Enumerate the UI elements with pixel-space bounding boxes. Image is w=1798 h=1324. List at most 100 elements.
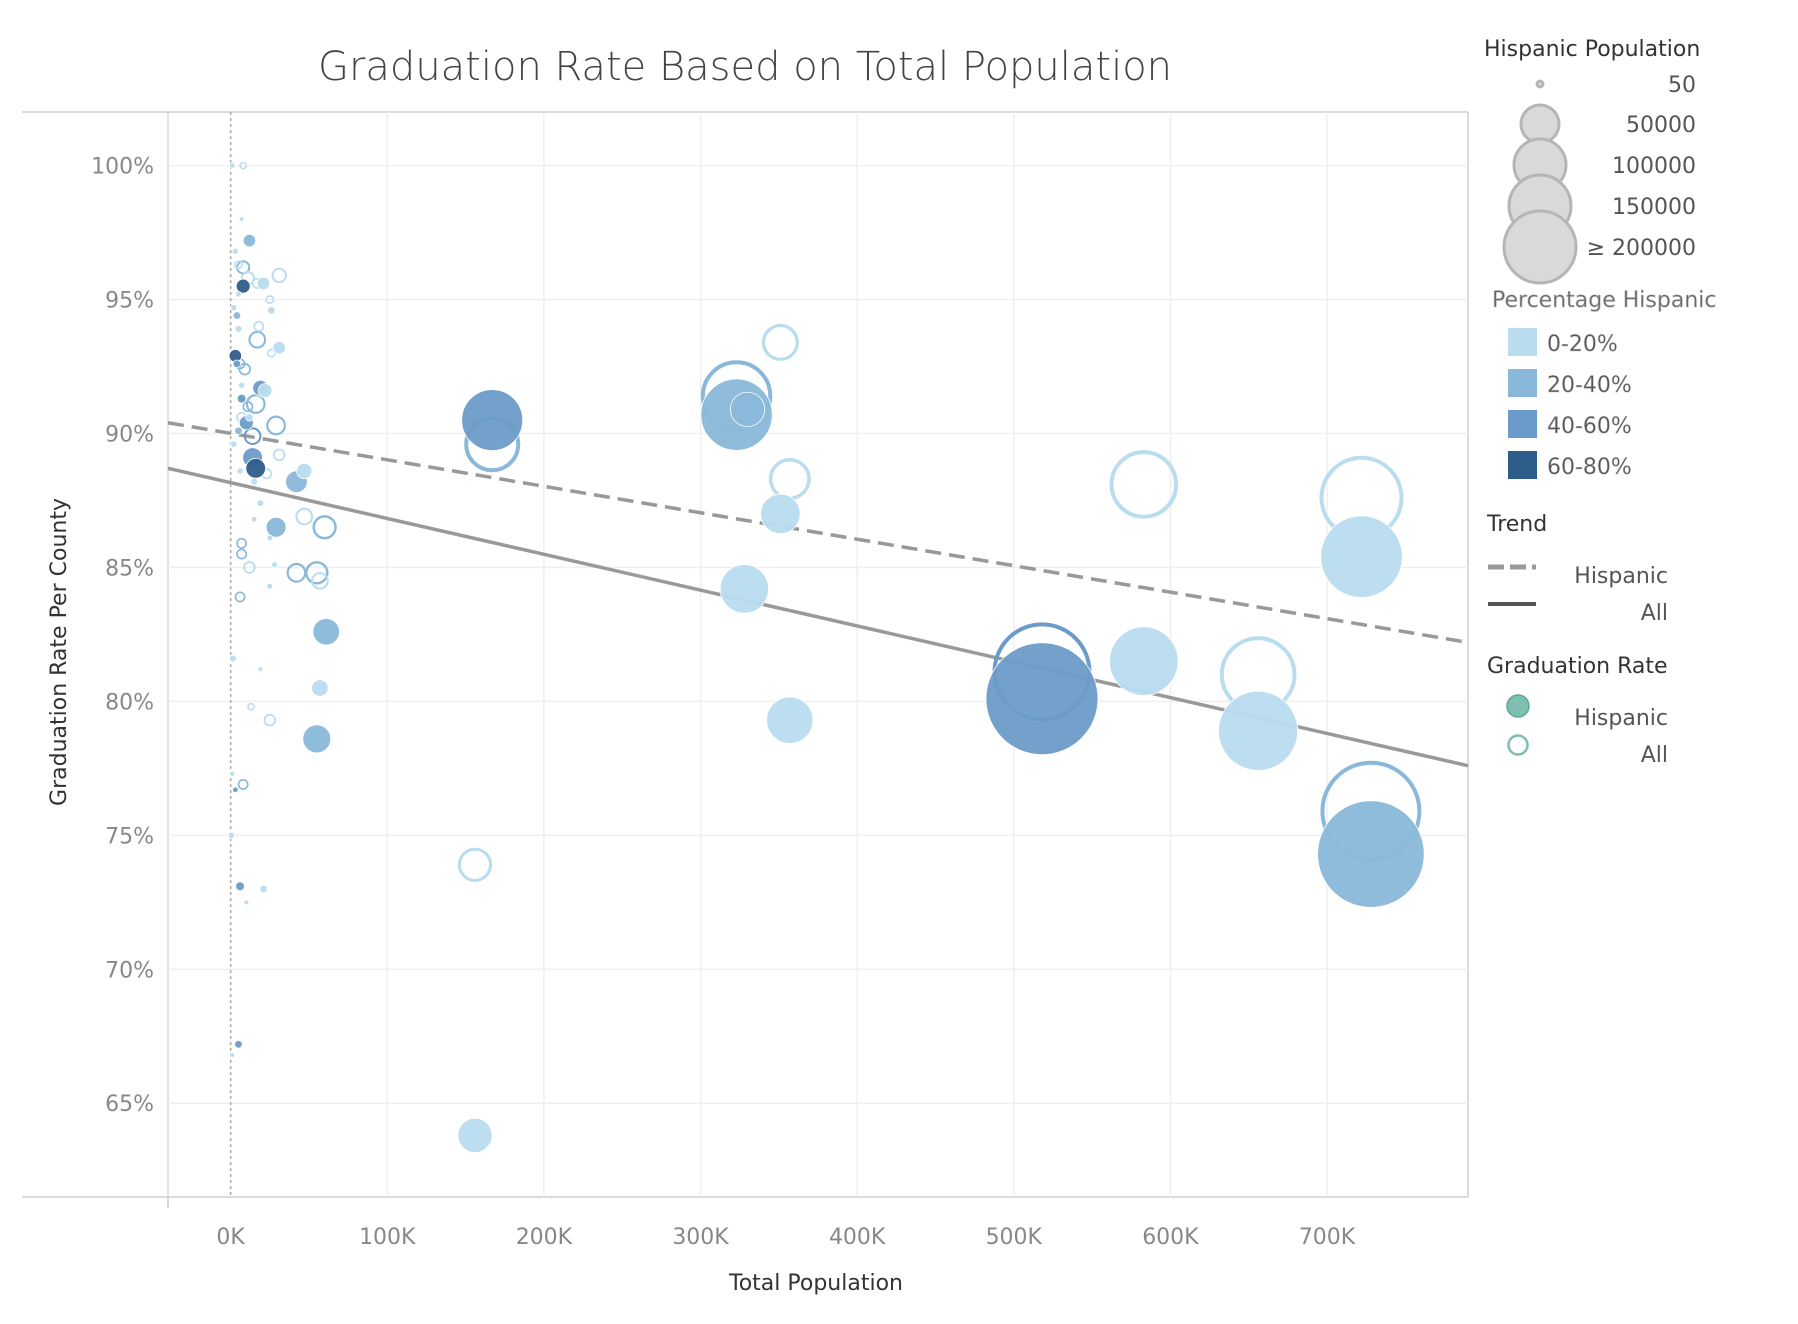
y-tick-label: 80% bbox=[105, 690, 154, 715]
all-point bbox=[295, 507, 314, 526]
color-legend-swatch bbox=[1508, 451, 1537, 479]
hollow-circle-icon bbox=[1507, 734, 1529, 756]
all-point bbox=[236, 548, 248, 560]
x-tick-label: 200K bbox=[516, 1225, 573, 1250]
color-legend: Percentage Hispanic 0-20% 20-40% 40-60% 60-… bbox=[1492, 288, 1717, 481]
size-legend-label: 50000 bbox=[1626, 113, 1696, 138]
hispanic-point bbox=[235, 278, 251, 294]
all-point bbox=[265, 295, 275, 304]
x-tick-label: 500K bbox=[986, 1225, 1043, 1250]
hispanic-point bbox=[311, 679, 329, 697]
hispanic-point bbox=[1109, 626, 1179, 696]
chart-title: Graduation Rate Based on Total Populatio… bbox=[318, 44, 1172, 90]
data-points bbox=[227, 161, 1425, 1153]
size-legend-circle bbox=[1519, 103, 1561, 145]
hispanic-point bbox=[250, 477, 258, 486]
hispanic-point bbox=[230, 440, 238, 448]
x-tick-label: 100K bbox=[359, 1225, 416, 1250]
hispanic-point bbox=[238, 216, 245, 223]
hispanic-point bbox=[312, 618, 340, 646]
hispanic-point bbox=[266, 534, 274, 542]
all-point bbox=[247, 702, 255, 711]
all-point bbox=[761, 323, 799, 361]
mark-legend-label-all: All bbox=[1641, 743, 1668, 768]
hispanic-point bbox=[256, 276, 271, 291]
hispanic-point bbox=[760, 493, 801, 535]
y-tick-label: 75% bbox=[105, 824, 154, 849]
mark-legend-title: Graduation Rate bbox=[1487, 654, 1668, 679]
hispanic-point bbox=[1317, 800, 1425, 908]
hispanic-point bbox=[265, 516, 287, 538]
size-legend-label: 150000 bbox=[1612, 195, 1696, 220]
gridlines bbox=[168, 112, 1468, 1197]
hispanic-point bbox=[242, 233, 257, 248]
color-legend-label: 60-80% bbox=[1547, 455, 1632, 480]
y-axis-title: Graduation Rate Per County bbox=[47, 498, 72, 806]
color-legend-label: 0-20% bbox=[1547, 332, 1618, 357]
hispanic-point bbox=[245, 458, 267, 479]
all-point bbox=[242, 401, 254, 413]
trend-legend-title: Trend bbox=[1486, 512, 1547, 537]
trend-legend-label-hispanic: Hispanic bbox=[1574, 564, 1668, 589]
all-point bbox=[457, 847, 493, 882]
all-point bbox=[311, 571, 329, 590]
hispanic-point bbox=[719, 564, 770, 614]
hispanic-point bbox=[243, 899, 250, 906]
hispanic-point bbox=[229, 654, 237, 663]
x-tick-label: 300K bbox=[672, 1225, 729, 1250]
size-legend-circle bbox=[1502, 209, 1578, 285]
all-point bbox=[286, 562, 307, 583]
hispanic-point bbox=[232, 311, 242, 320]
all-point bbox=[1109, 450, 1179, 519]
x-tick-label: 600K bbox=[1142, 1225, 1199, 1250]
hispanic-point bbox=[229, 770, 236, 777]
hispanic-point bbox=[235, 290, 242, 298]
hispanic-point bbox=[236, 393, 247, 404]
hispanic-point bbox=[229, 162, 236, 169]
size-legend: Hispanic Population 50 50000 100000 150000 ≥… bbox=[1484, 37, 1700, 285]
y-tick-label: 95% bbox=[105, 289, 154, 314]
all-point bbox=[234, 591, 246, 603]
hispanic-point bbox=[259, 884, 268, 894]
hispanic-point bbox=[296, 462, 313, 480]
hispanic-point bbox=[257, 383, 273, 399]
x-tick-label: 400K bbox=[829, 1225, 886, 1250]
hispanic-point bbox=[232, 786, 239, 793]
hispanic-point bbox=[272, 341, 286, 355]
all-point bbox=[272, 448, 286, 462]
hispanic-point bbox=[230, 304, 238, 312]
hispanic-point bbox=[766, 696, 814, 744]
hispanic-point bbox=[257, 666, 264, 673]
x-axis-title: Total Population bbox=[728, 1271, 903, 1296]
hispanic-point bbox=[235, 881, 245, 892]
hispanic-point bbox=[229, 1052, 236, 1058]
color-legend-title: Percentage Hispanic bbox=[1492, 288, 1716, 313]
all-point bbox=[266, 415, 286, 436]
mark-legend-label-hispanic: Hispanic bbox=[1574, 706, 1668, 731]
all-point bbox=[312, 515, 337, 540]
color-legend-swatch bbox=[1508, 410, 1537, 438]
hispanic-point bbox=[256, 499, 265, 507]
trend-line-hispanic bbox=[167, 421, 1469, 645]
y-tick-label: 70% bbox=[105, 958, 154, 983]
color-legend-swatch bbox=[1508, 369, 1537, 397]
hispanic-point bbox=[234, 325, 243, 333]
color-legend-label: 40-60% bbox=[1547, 414, 1632, 439]
size-legend-label: ≥ 200000 bbox=[1587, 236, 1696, 261]
hispanic-point bbox=[227, 831, 235, 839]
hispanic-point bbox=[267, 306, 276, 315]
hispanic-point bbox=[729, 391, 766, 427]
all-point bbox=[243, 427, 262, 446]
color-legend-label: 20-40% bbox=[1547, 373, 1632, 398]
size-legend-label: 50 bbox=[1668, 73, 1696, 98]
all-point bbox=[253, 320, 265, 332]
hispanic-point bbox=[245, 413, 254, 422]
y-tick-label: 85% bbox=[105, 556, 154, 581]
y-axis-ticks: 65% 70% 75% 80% 85% 90% 95% 100% bbox=[91, 155, 154, 1118]
hispanic-point bbox=[985, 642, 1099, 756]
all-point bbox=[266, 348, 276, 358]
mark-legend: Graduation Rate Hispanic All bbox=[1487, 654, 1668, 768]
all-point bbox=[239, 161, 248, 170]
size-legend-items: 50 50000 100000 150000 ≥ 200000 bbox=[1502, 73, 1696, 285]
